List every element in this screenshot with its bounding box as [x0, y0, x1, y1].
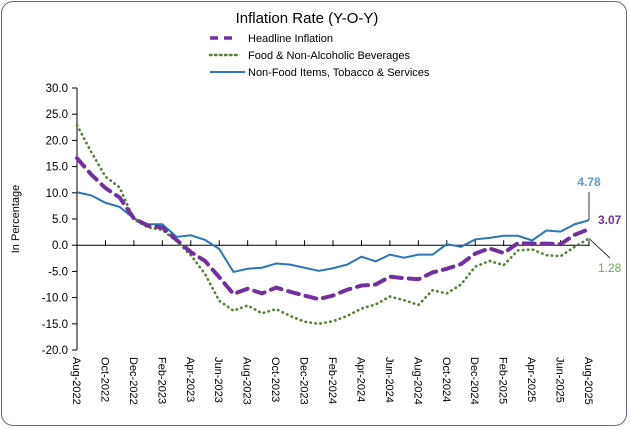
legend-label-nonfood: Non-Food Items, Tobacco & Services	[248, 67, 430, 79]
y-tick-label: 20.0	[46, 135, 68, 147]
x-tick-label: Dec-2022	[127, 357, 139, 405]
x-tick-label: Apr-2024	[354, 357, 366, 402]
x-axis: Aug-2022 Oct-2022 Dec-2022 Feb-2023 Apr-2023…	[70, 240, 594, 405]
leader-line-food	[588, 238, 611, 259]
x-tick-label: Jun-2024	[383, 357, 395, 403]
x-tick-label: Dec-2024	[468, 357, 480, 405]
data-labels: 4.78 3.07 1.28	[577, 175, 621, 275]
series-line-food-non-alcoholic-beverages	[75, 123, 591, 326]
x-tick-label: Dec-2023	[298, 357, 310, 405]
legend-item-nonfood: Non-Food Items, Tobacco & Services	[210, 67, 430, 79]
x-tick-label: Aug-2022	[70, 357, 82, 405]
x-tick-label: Aug-2023	[241, 357, 253, 405]
x-tick-label: Feb-2025	[497, 357, 509, 404]
data-label-headline: 3.07	[598, 213, 622, 227]
y-axis-title: In Percentage	[10, 185, 22, 254]
y-tick-label: -5.0	[48, 266, 68, 278]
x-tick-label: Apr-2025	[525, 357, 537, 402]
x-tick-label: Oct-2024	[440, 357, 452, 402]
x-tick-label: Oct-2022	[98, 357, 110, 402]
y-tick-label: 15.0	[46, 162, 68, 174]
y-tick-label: 5.0	[52, 214, 68, 226]
x-tick-label: Aug-2025	[582, 357, 594, 405]
chart-title: Inflation Rate (Y-O-Y)	[236, 10, 379, 27]
legend-label-food: Food & Non-Alcoholic Beverages	[248, 50, 411, 62]
x-tick-label: Jun-2023	[212, 357, 224, 403]
y-tick-label: 0.0	[52, 240, 68, 252]
x-tick-label: Jun-2025	[554, 357, 566, 403]
data-label-food: 1.28	[598, 261, 622, 275]
y-tick-label: 30.0	[46, 83, 68, 95]
series-line-non-food-items-tobacco-services	[76, 191, 590, 274]
y-tick-label: 25.0	[46, 109, 68, 121]
x-tick-label: Feb-2023	[155, 357, 167, 404]
y-tick-label: -10.0	[42, 293, 68, 305]
legend-label-headline: Headline Inflation	[248, 33, 333, 45]
data-label-nonfood: 4.78	[577, 175, 601, 189]
x-tick-label: Oct-2023	[269, 357, 281, 402]
x-tick-label: Aug-2024	[411, 357, 423, 405]
series-line-headline-inflation	[75, 156, 591, 302]
legend: Headline Inflation Food & Non-Alcoholic …	[208, 33, 430, 79]
y-tick-label: 10.0	[46, 188, 68, 200]
y-tick-label: -15.0	[42, 319, 68, 331]
series-group	[75, 123, 591, 326]
legend-item-food: Food & Non-Alcoholic Beverages	[208, 50, 411, 62]
legend-item-headline: Headline Inflation	[210, 33, 333, 45]
x-tick-label: Apr-2023	[184, 357, 196, 402]
y-tick-label: -20.0	[42, 345, 68, 357]
y-axis: 30.0 25.0 20.0 15.0 10.0 5.0 0.0 -5.0 -10.0 -15.0…	[42, 83, 78, 357]
x-tick-label: Feb-2024	[326, 357, 338, 404]
